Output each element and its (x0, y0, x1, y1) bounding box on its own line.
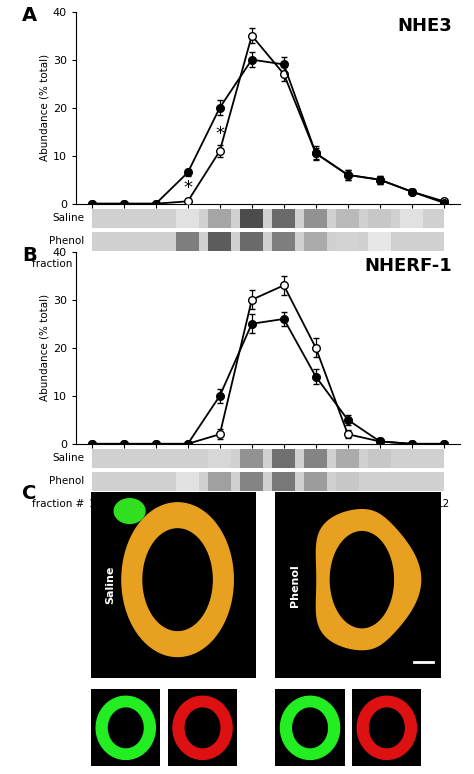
Polygon shape (357, 697, 416, 759)
Bar (240, 471, 263, 491)
Text: *: * (183, 179, 192, 197)
Text: 2: 2 (120, 499, 127, 509)
Text: 9: 9 (345, 259, 351, 269)
Text: NHE3: NHE3 (397, 17, 452, 36)
Bar (275, 491, 440, 679)
Bar (336, 208, 359, 228)
Y-axis label: Abundance (% total): Abundance (% total) (40, 54, 50, 161)
Text: 6: 6 (248, 499, 255, 509)
Bar (336, 231, 359, 251)
Bar (272, 208, 295, 228)
Text: 11: 11 (405, 259, 419, 269)
Polygon shape (173, 697, 232, 759)
Bar (272, 471, 295, 491)
Text: Phenol: Phenol (290, 563, 300, 607)
Text: 10: 10 (373, 259, 386, 269)
Text: 2: 2 (120, 259, 127, 269)
Bar (352, 690, 421, 766)
Bar (92, 449, 444, 467)
Text: 1: 1 (89, 259, 95, 269)
Text: C: C (22, 484, 36, 502)
Text: 10: 10 (373, 499, 386, 509)
Bar (368, 449, 391, 467)
Text: 12: 12 (437, 259, 450, 269)
Polygon shape (370, 708, 404, 748)
Bar (208, 231, 231, 251)
Bar (92, 231, 444, 251)
Bar (368, 231, 391, 251)
Text: 9: 9 (345, 499, 351, 509)
Bar (91, 491, 256, 679)
Text: Saline: Saline (52, 454, 84, 463)
Bar (176, 471, 199, 491)
Bar (91, 690, 160, 766)
Bar (208, 449, 231, 467)
Text: Saline: Saline (105, 566, 115, 604)
Text: B: B (22, 246, 37, 265)
Polygon shape (96, 697, 155, 759)
Bar (304, 208, 327, 228)
Text: 4: 4 (184, 259, 191, 269)
Bar (92, 471, 444, 491)
Polygon shape (317, 510, 420, 649)
Text: 8: 8 (312, 259, 319, 269)
Bar (304, 231, 327, 251)
Bar (336, 471, 359, 491)
Text: 1: 1 (89, 499, 95, 509)
Bar (240, 449, 263, 467)
Text: 3: 3 (153, 499, 159, 509)
Bar (240, 231, 263, 251)
Bar (240, 208, 263, 228)
Bar (400, 208, 423, 228)
Text: Phenol: Phenol (49, 236, 84, 246)
Bar (92, 208, 444, 228)
Bar (304, 471, 327, 491)
Text: 12: 12 (437, 499, 450, 509)
Polygon shape (185, 708, 220, 748)
Bar (336, 449, 359, 467)
Polygon shape (281, 697, 339, 759)
Text: *: * (215, 125, 224, 142)
Text: 4: 4 (184, 499, 191, 509)
Text: Saline: Saline (52, 213, 84, 223)
Bar (208, 208, 231, 228)
Text: 11: 11 (405, 499, 419, 509)
Polygon shape (122, 503, 233, 656)
Text: 6: 6 (248, 259, 255, 269)
Text: 7: 7 (281, 499, 287, 509)
Text: 5: 5 (217, 499, 223, 509)
Text: 5: 5 (217, 259, 223, 269)
Polygon shape (114, 498, 145, 523)
Text: 3: 3 (153, 259, 159, 269)
Text: fraction #: fraction # (32, 259, 84, 269)
Text: 8: 8 (312, 499, 319, 509)
Bar (368, 208, 391, 228)
Bar (176, 231, 199, 251)
Text: fraction #: fraction # (32, 499, 84, 509)
Bar (176, 208, 199, 228)
Bar (275, 690, 345, 766)
Text: A: A (22, 6, 37, 25)
Bar (208, 471, 231, 491)
Bar (272, 231, 295, 251)
Y-axis label: Abundance (% total): Abundance (% total) (40, 294, 50, 402)
Polygon shape (143, 529, 212, 630)
Text: 7: 7 (281, 259, 287, 269)
Bar (304, 449, 327, 467)
Text: NHERF-1: NHERF-1 (365, 258, 452, 276)
Bar (168, 690, 237, 766)
Polygon shape (330, 532, 393, 628)
Polygon shape (293, 708, 328, 748)
Bar (272, 449, 295, 467)
Polygon shape (109, 708, 143, 748)
Text: Phenol: Phenol (49, 476, 84, 486)
